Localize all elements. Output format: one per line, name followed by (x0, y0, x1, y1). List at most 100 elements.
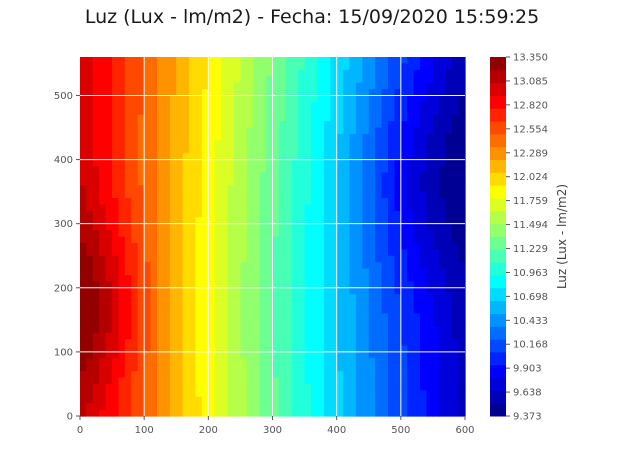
contour-cell (234, 390, 242, 398)
contour-cell (131, 57, 139, 65)
contour-cell (157, 114, 165, 122)
contour-cell (426, 242, 434, 250)
contour-cell (278, 63, 286, 71)
contour-cell (266, 57, 274, 65)
contour-cell (266, 358, 274, 366)
contour-cell (182, 172, 190, 180)
contour-cell (420, 300, 428, 308)
contour-cell (278, 236, 286, 244)
contour-cell (291, 108, 299, 116)
contour-cell (176, 165, 184, 173)
contour-cell (150, 178, 158, 186)
contour-cell (221, 300, 229, 308)
contour-cell (291, 127, 299, 135)
contour-cell (278, 319, 286, 327)
contour-cell (137, 345, 145, 353)
contour-cell (112, 89, 120, 97)
contour-cell (234, 95, 242, 103)
contour-cell (381, 236, 389, 244)
contour-cell (105, 377, 113, 385)
contour-cell (163, 210, 171, 218)
contour-cell (445, 262, 453, 270)
contour-cell (246, 153, 254, 161)
contour-cell (169, 255, 177, 263)
contour-cell (285, 403, 293, 411)
contour-cell (201, 178, 209, 186)
contour-cell (137, 339, 145, 347)
contour-cell (368, 204, 376, 212)
contour-cell (278, 210, 286, 218)
contour-cell (150, 339, 158, 347)
contour-cell (99, 242, 107, 250)
contour-cell (381, 371, 389, 379)
contour-cell (266, 377, 274, 385)
contour-cell (227, 198, 235, 206)
contour-cell (278, 146, 286, 154)
contour-cell (112, 371, 120, 379)
contour-cell (99, 268, 107, 276)
contour-cell (150, 319, 158, 327)
contour-cell (304, 153, 312, 161)
contour-cell (182, 69, 190, 77)
x-tick-label: 400 (327, 425, 346, 436)
contour-cell (253, 146, 261, 154)
contour-cell (349, 127, 357, 135)
contour-cell (452, 383, 460, 391)
contour-cell (426, 371, 434, 379)
contour-cell (266, 339, 274, 347)
contour-cell (169, 268, 177, 276)
contour-cell (259, 383, 267, 391)
contour-cell (349, 403, 357, 411)
contour-cell (182, 82, 190, 90)
contour-cell (227, 409, 235, 417)
contour-cell (388, 281, 396, 289)
contour-cell (105, 326, 113, 334)
contour-cell (189, 89, 197, 97)
contour-cell (189, 345, 197, 353)
contour-cell (118, 230, 126, 238)
contour-cell (394, 127, 402, 135)
contour-cell (99, 262, 107, 270)
contour-cell (176, 114, 184, 122)
contour-cell (118, 300, 126, 308)
contour-cell (413, 172, 421, 180)
contour-cell (221, 358, 229, 366)
contour-cell (189, 313, 197, 321)
contour-cell (362, 326, 370, 334)
contour-cell (298, 383, 306, 391)
contour-cell (311, 383, 319, 391)
contour-cell (118, 89, 126, 97)
contour-cell (163, 281, 171, 289)
contour-cell (259, 153, 267, 161)
contour-cell (150, 307, 158, 315)
contour-cell (253, 371, 261, 379)
contour-cell (291, 82, 299, 90)
contour-cell (426, 403, 434, 411)
contour-cell (150, 383, 158, 391)
contour-cell (137, 409, 145, 417)
contour-cell (92, 159, 100, 167)
contour-cell (375, 165, 383, 173)
contour-cell (201, 274, 209, 282)
contour-cell (253, 351, 261, 359)
contour-cell (452, 274, 460, 282)
contour-cell (330, 294, 338, 302)
contour-cell (413, 236, 421, 244)
contour-cell (343, 133, 351, 141)
contour-cell (234, 121, 242, 129)
contour-cell (413, 69, 421, 77)
contour-cell (413, 57, 421, 65)
contour-cell (182, 121, 190, 129)
contour-cell (323, 165, 331, 173)
contour-cell (234, 82, 242, 90)
contour-cell (195, 390, 203, 398)
contour-cell (112, 191, 120, 199)
contour-cell (169, 76, 177, 84)
contour-cell (278, 153, 286, 161)
contour-cell (285, 146, 293, 154)
contour-cell (112, 332, 120, 340)
contour-cell (266, 351, 274, 359)
contour-cell (259, 262, 267, 270)
contour-cell (445, 358, 453, 366)
contour-cell (234, 294, 242, 302)
